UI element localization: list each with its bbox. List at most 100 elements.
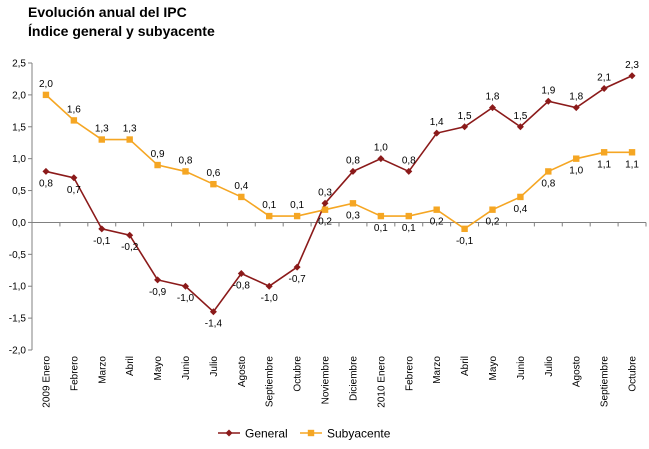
y-tick-label: -2,0 [9, 346, 27, 357]
subyacente-data-label: 0,1 [402, 223, 416, 234]
x-tick-label: Octubre [628, 356, 639, 392]
x-tick-label: Junio [516, 356, 527, 380]
general-point [600, 85, 608, 93]
chart-data-labels: 0,8 0,7 -0,1 -0,2 -0,9 -1,0 -1,4 -0,8 -1,0 -0,7 0,… [39, 60, 639, 330]
series-line-general [45, 75, 633, 313]
x-tick-label: Diciembre [348, 356, 359, 401]
general-data-label: -0,2 [121, 242, 139, 253]
general-point [293, 263, 301, 271]
general-point [461, 123, 469, 131]
general-data-label: 0,8 [39, 178, 53, 189]
general-point [377, 155, 385, 163]
general-point [126, 231, 134, 239]
general-point [433, 129, 441, 137]
subyacente-data-label: 1,3 [123, 124, 137, 135]
general-point [489, 104, 496, 112]
x-tick-label: Julio [209, 356, 220, 377]
subyacente-data-label: 1,1 [597, 159, 611, 170]
subyacente-data-label: 0,9 [151, 149, 165, 160]
subyacente-point [210, 180, 217, 188]
general-data-label: -0,7 [289, 274, 307, 285]
x-tick-label: 2010 Enero [376, 356, 387, 408]
x-tick-label: Agosto [237, 356, 248, 388]
general-data-label: -1,0 [261, 293, 279, 304]
subyacente-point [70, 117, 78, 124]
x-tick-label: Junio [181, 356, 192, 380]
chart-series [42, 72, 636, 316]
general-data-label: 0,8 [402, 155, 416, 166]
general-point [182, 282, 189, 290]
subyacente-point [349, 200, 357, 207]
chart-subtitle: Índice general y subyacente [28, 23, 215, 39]
legend-label-general: General [245, 427, 288, 441]
general-data-label: 1,5 [513, 111, 527, 122]
subyacente-data-label: 1,6 [67, 104, 81, 115]
general-data-label: 1,8 [569, 92, 583, 103]
x-tick-label: Septiembre [265, 356, 276, 408]
subyacente-point [573, 155, 580, 162]
subyacente-point [600, 149, 608, 156]
general-point [98, 225, 106, 233]
subyacente-data-label: -0,1 [456, 236, 474, 247]
series-line-subyacente [45, 94, 633, 230]
general-data-label: -0,9 [149, 287, 167, 298]
general-point [154, 276, 162, 284]
subyacente-data-label: 1,1 [625, 159, 639, 170]
subyacente-point [266, 212, 273, 220]
y-tick-label: 1,0 [12, 154, 26, 165]
subyacente-data-label: 0,2 [430, 217, 444, 228]
y-tick-label: 1,5 [12, 122, 26, 133]
x-tick-label: Marzo [97, 356, 108, 384]
x-tick-label: 2009 Enero [41, 356, 52, 408]
subyacente-data-label: 1,3 [95, 124, 109, 135]
x-tick-label: Octubre [293, 356, 304, 392]
subyacente-point [182, 168, 189, 175]
y-tick-label: 2,5 [12, 59, 26, 70]
subyacente-point [377, 212, 385, 220]
chart-legend: General Subyacente [218, 427, 391, 441]
subyacente-data-label: 0,1 [290, 200, 304, 211]
general-data-label: -1,4 [205, 319, 223, 330]
general-point [42, 167, 50, 175]
subyacente-point [461, 225, 468, 233]
x-tick-label: Mayo [488, 356, 499, 381]
general-data-label: 0,8 [346, 155, 360, 166]
general-point [572, 104, 580, 112]
legend-label-subyacente: Subyacente [327, 427, 391, 441]
general-data-label: 1,4 [430, 117, 444, 128]
chart-title-block: Evolución anual del IPC Índice general y… [28, 3, 215, 41]
subyacente-data-label: 0,2 [318, 217, 332, 228]
y-tick-label: 0,5 [12, 186, 26, 197]
subyacente-data-label: 1,0 [569, 166, 583, 177]
general-data-label: 2,3 [625, 60, 639, 71]
subyacente-point [628, 149, 636, 156]
subyacente-data-label: 0,1 [374, 223, 388, 234]
subyacente-data-label: 0,4 [513, 204, 527, 215]
x-tick-label: Abril [125, 356, 136, 376]
general-point [544, 97, 552, 105]
general-point [349, 167, 357, 175]
general-data-label: 1,9 [541, 85, 555, 96]
general-data-label: -0,1 [93, 236, 111, 247]
general-point [237, 269, 245, 277]
x-tick-label: Febrero [69, 356, 80, 391]
general-data-label: 1,5 [458, 111, 472, 122]
general-point [209, 308, 217, 316]
subyacente-point [98, 136, 105, 143]
general-point [70, 174, 78, 182]
subyacente-data-label: 0,1 [262, 200, 276, 211]
general-point [265, 282, 273, 290]
x-tick-label: Agosto [572, 356, 583, 388]
subyacente-point [126, 136, 133, 143]
general-data-label: 2,1 [597, 73, 611, 84]
subyacente-data-label: 0,8 [179, 155, 193, 166]
subyacente-data-label: 2,0 [39, 79, 53, 90]
x-tick-label: Marzo [432, 356, 443, 384]
y-tick-label: 2,0 [12, 90, 26, 101]
subyacente-data-label: 0,3 [346, 210, 360, 221]
general-point [321, 199, 329, 207]
x-tick-label: Mayo [153, 356, 164, 381]
general-data-label: 1,0 [374, 143, 388, 154]
x-tick-label: Septiembre [600, 356, 611, 408]
general-point [628, 72, 636, 80]
